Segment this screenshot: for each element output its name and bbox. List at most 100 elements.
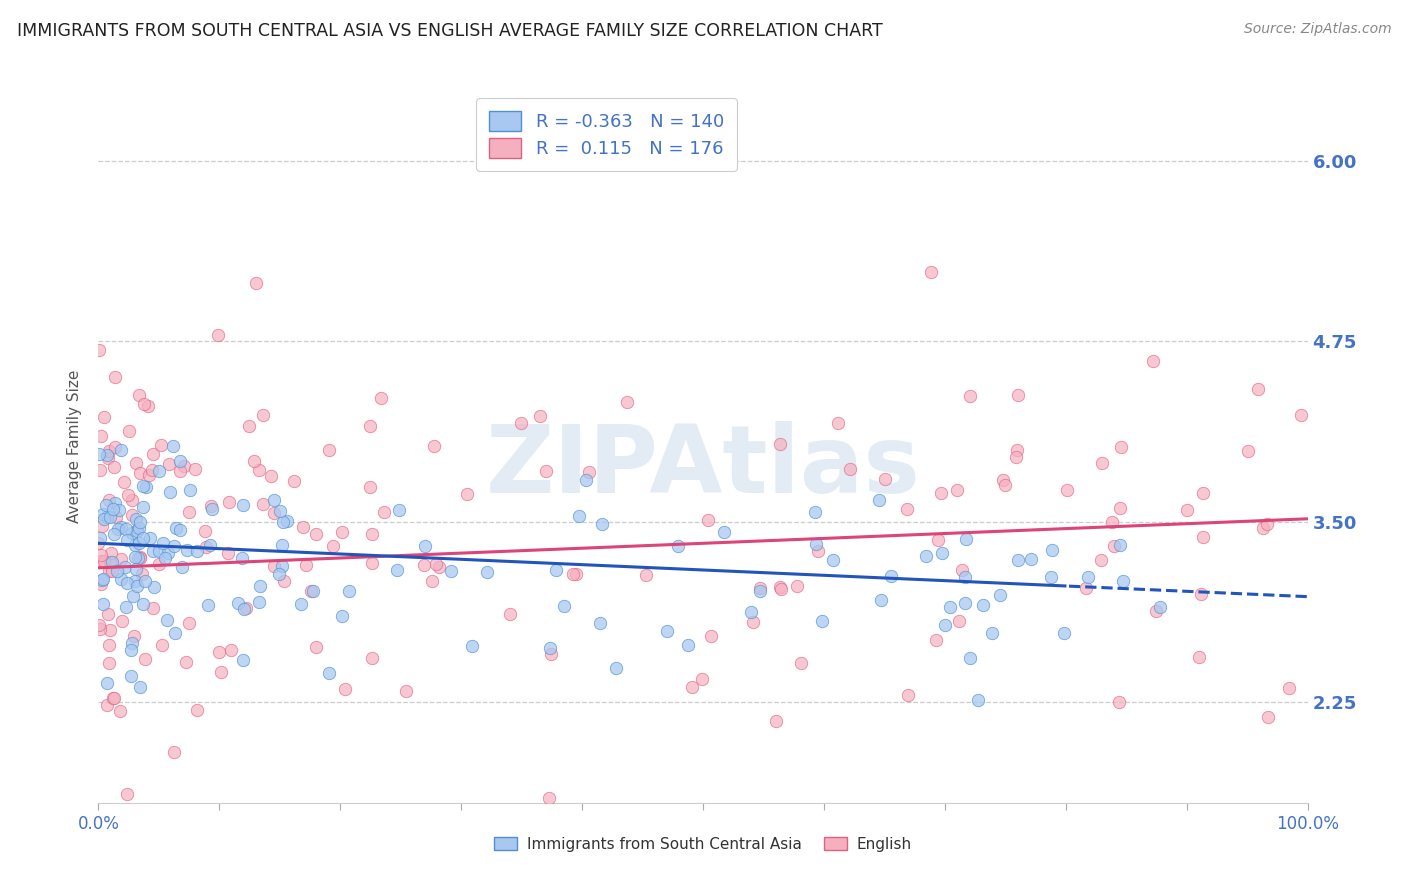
Point [839,462,862,476]
Point [128,536,150,550]
Point [231,551,253,566]
Point [198,538,221,552]
Point [179,483,201,497]
Point [565,567,588,582]
Point [177,615,200,630]
Point [120,642,142,657]
Point [1257,710,1279,724]
Point [129,516,152,530]
Point [681,680,703,694]
Point [125,578,148,592]
Point [1090,456,1112,470]
Point [267,567,290,582]
Point [1090,553,1112,567]
Point [162,439,184,453]
Point [318,443,340,458]
Point [129,681,152,695]
Point [948,615,970,629]
Point [159,484,181,499]
Point [97,450,120,465]
Point [87,536,110,550]
Point [305,526,328,541]
Point [181,876,204,890]
Point [769,580,792,594]
Point [994,477,1017,491]
Point [169,523,191,537]
Point [131,566,153,581]
Point [111,614,134,628]
Point [152,536,174,550]
Point [101,502,124,516]
Point [156,613,179,627]
Point [96,676,118,690]
Point [127,551,149,566]
Point [108,503,131,517]
Point [740,605,762,619]
Point [1247,382,1270,396]
Point [475,565,498,579]
Point [243,454,266,468]
Point [128,521,150,535]
Point [553,599,575,613]
Point [359,480,381,494]
Point [142,447,165,461]
Point [121,492,143,507]
Point [1108,696,1130,710]
Point [207,645,229,659]
Point [148,557,170,571]
Point [184,462,207,476]
Point [302,584,325,599]
Point [616,395,638,409]
Point [1019,552,1042,566]
Point [93,554,115,568]
Point [134,574,156,589]
Point [955,570,977,584]
Point [155,551,177,566]
Point [90,554,112,568]
Point [273,574,295,588]
Point [440,564,463,578]
Point [103,690,125,705]
Point [124,549,146,564]
Point [165,626,187,640]
Point [420,574,443,588]
Point [128,387,150,401]
Point [226,596,249,610]
Point [915,549,938,563]
Point [101,565,124,579]
Point [104,441,127,455]
Point [97,492,120,507]
Point [827,417,849,431]
Point [232,499,254,513]
Point [925,632,948,647]
Point [807,544,830,558]
Point [748,584,770,599]
Point [117,575,139,590]
Point [209,665,232,679]
Point [636,568,658,582]
Point [946,483,969,497]
Point [97,564,120,578]
Point [132,397,155,411]
Point [176,655,198,669]
Point [132,478,155,492]
Point [330,524,353,539]
Point [134,652,156,666]
Point [101,691,124,706]
Point [991,474,1014,488]
Point [96,510,118,524]
Point [271,559,294,574]
Point [269,504,291,518]
Point [104,509,127,524]
Point [544,564,567,578]
Point [360,650,382,665]
Point [176,543,198,558]
Point [157,457,180,471]
Point [163,539,186,553]
Point [415,539,437,553]
Point [578,465,600,479]
Point [138,468,160,483]
Point [1142,353,1164,368]
Point [868,493,890,508]
Point [318,666,340,681]
